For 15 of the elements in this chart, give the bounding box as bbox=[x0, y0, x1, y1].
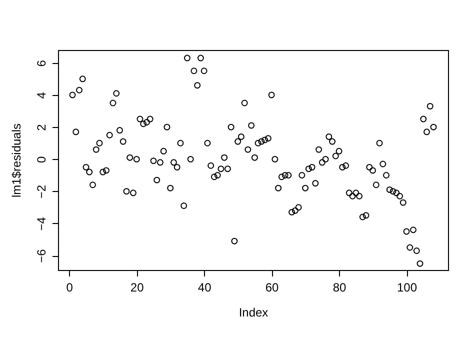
y-tick-label: −2 bbox=[34, 184, 48, 199]
y-tick-label: −4 bbox=[34, 216, 48, 231]
y-tick-label: 6 bbox=[34, 60, 48, 67]
x-tick-label: 60 bbox=[265, 280, 280, 294]
y-tick-label: 4 bbox=[34, 92, 48, 99]
y-tick-label: −6 bbox=[34, 248, 48, 263]
y-axis-title: lm1$residuals bbox=[10, 123, 24, 198]
x-axis-title: Index bbox=[238, 306, 268, 320]
x-tick-label: 0 bbox=[66, 280, 74, 294]
x-tick-label: 40 bbox=[198, 280, 212, 294]
x-tick-label: 100 bbox=[396, 280, 418, 294]
x-tick-label: 80 bbox=[332, 280, 347, 294]
y-tick-label: 2 bbox=[34, 124, 48, 131]
y-tick-label: 0 bbox=[34, 156, 48, 164]
x-tick-label: 20 bbox=[130, 280, 144, 294]
